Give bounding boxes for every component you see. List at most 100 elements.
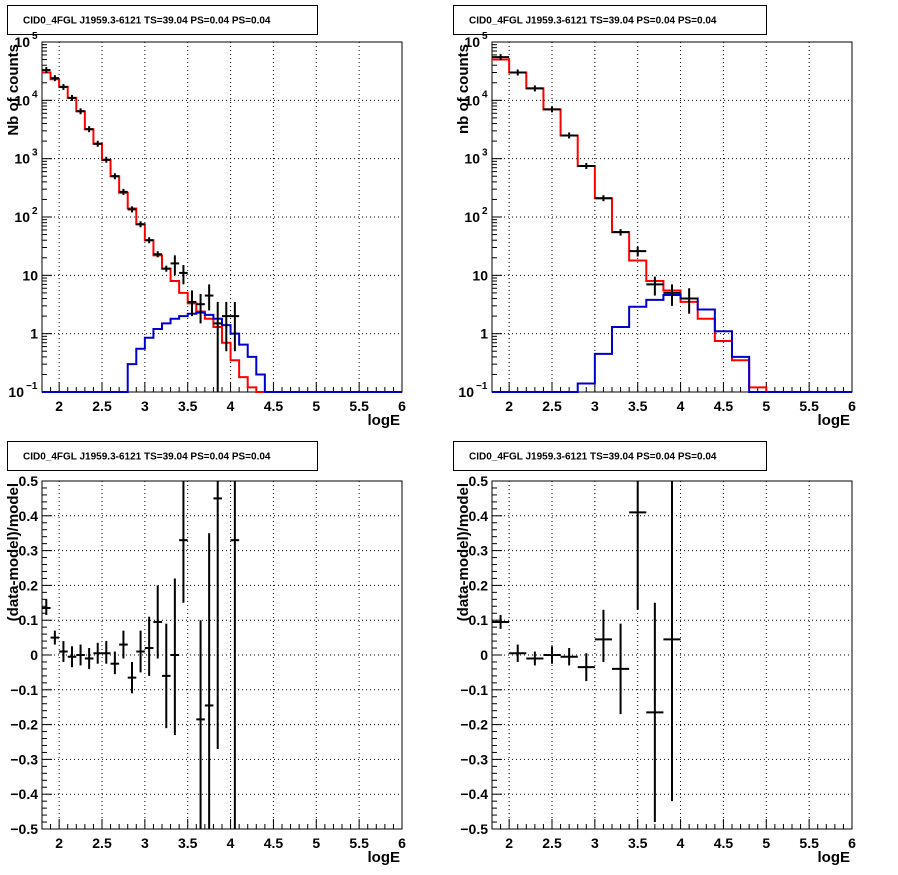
x-tick-label: 3 [141,835,149,851]
chart-title-box [7,441,318,471]
data-point [646,276,664,296]
data-point [543,106,561,113]
x-tick-label: 3 [591,835,599,851]
x-tick-label: 3 [591,398,599,414]
residual-point [153,585,162,659]
y-tick-label: 10 [14,34,30,50]
residual-point [492,614,510,629]
y-tick-label: 10 [464,34,480,50]
residual-point [230,481,240,829]
x-tick-label: 2.5 [542,398,562,414]
y-tick-label: 0.5 [469,473,489,489]
data-point [680,288,698,314]
x-tick-label: 2 [55,835,63,851]
chart-panel-bottom-left: CID0_4FGL J1959.3-6121 TS=39.04 PS=0.04 … [5,441,406,866]
data-point [170,255,180,276]
x-tick-label: 2 [505,835,513,851]
residual-point [629,481,647,610]
x-axis-label: logE [818,412,851,429]
x-tick-label: 5.5 [799,398,819,414]
x-tick-label: 5.5 [349,835,369,851]
x-tick-label: 5.5 [799,835,819,851]
y-tick-label: 10 [472,267,488,283]
data-point [153,251,162,258]
x-axis-label: logE [818,849,851,866]
residual-point [84,648,94,669]
data-point [663,284,681,306]
y-tick-label: 10 [464,209,480,225]
y-tick-exponent: 4 [482,89,488,100]
x-tick-label: 3.5 [178,835,198,851]
data-point [59,83,68,90]
residual-point [170,578,180,736]
y-tick-label: −0.3 [10,751,38,767]
y-tick-label: 10 [464,151,480,167]
y-tick-label: 0.4 [19,508,39,524]
x-tick-label: 4.5 [264,398,284,414]
y-tick-exponent: 3 [482,148,488,159]
residual-point [594,609,612,662]
x-tick-label: 6 [848,398,856,414]
x-tick-label: 4.5 [714,835,734,851]
y-tick-label: 10 [22,267,38,283]
y-tick-exponent: −1 [476,381,488,392]
residual-point [612,623,630,715]
source_model-histogram [492,294,852,393]
data-point [222,301,231,352]
data-point [213,301,222,392]
x-axis-label: logE [368,849,401,866]
residual-point [42,599,51,615]
y-tick-label: 10 [458,384,474,400]
chart-title-box [7,5,318,35]
y-tick-exponent: 2 [482,206,488,217]
y-tick-label: 0.1 [19,612,39,628]
residual-point [76,644,85,666]
data-point [179,265,188,285]
y-tick-label: 1 [30,326,38,342]
chart-title: CID0_4FGL J1959.3-6121 TS=39.04 PS=0.04 … [23,452,271,463]
data-point [509,69,527,76]
data-point [230,301,240,352]
y-tick-exponent: −1 [26,381,38,392]
y-tick-label: −0.1 [10,682,38,698]
x-tick-label: 4 [227,835,235,851]
x-tick-label: 4 [227,398,235,414]
y-tick-label: 0.1 [469,612,489,628]
y-tick-label: −0.2 [460,717,488,733]
residual-point [162,623,171,729]
x-tick-label: 4.5 [714,398,734,414]
x-tick-label: 6 [398,398,406,414]
data-point [629,246,647,257]
source_model-histogram [42,311,402,393]
x-tick-label: 3.5 [628,835,648,851]
x-axis-label: logE [368,412,401,429]
y-tick-label: −0.2 [10,717,38,733]
chart-panel-bottom-right: CID0_4FGL J1959.3-6121 TS=39.04 PS=0.04 … [453,441,856,866]
residual-point [50,630,60,645]
x-tick-label: 2.5 [92,835,112,851]
x-tick-label: 5 [312,835,320,851]
residual-point [543,646,561,664]
chart-panel-top-right: CID0_4FGL J1959.3-6121 TS=39.04 PS=0.04 … [453,5,856,429]
residual-point [526,651,544,666]
x-tick-label: 2 [505,398,513,414]
y-axis-label: (data-model)/model [5,483,22,621]
data-point [119,188,128,195]
residual-point [102,641,111,664]
y-tick-exponent: 5 [32,31,38,42]
x-tick-label: 4.5 [264,835,284,851]
residual-point [67,646,77,668]
residual-point [136,630,145,673]
y-tick-label: 0.2 [469,577,489,593]
y-tick-label: 1 [480,326,488,342]
total_model-histogram [42,71,402,393]
x-tick-label: 6 [398,835,406,851]
chart-panel-top-left: CID0_4FGL J1959.3-6121 TS=39.04 PS=0.04 … [5,5,406,429]
x-tick-label: 2.5 [92,398,112,414]
data-point [102,156,111,163]
chart-title-box [453,441,767,471]
data-point [76,108,85,115]
residual-point [93,642,102,664]
chart-title: CID0_4FGL J1959.3-6121 TS=39.04 PS=0.04 … [23,16,271,27]
y-tick-label: 10 [14,151,30,167]
